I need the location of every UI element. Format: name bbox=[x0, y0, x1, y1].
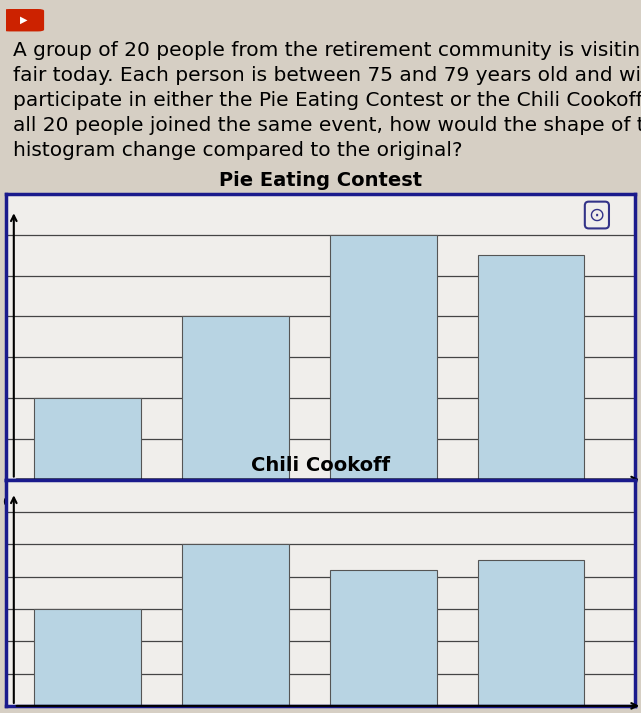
Bar bbox=[182, 544, 288, 706]
Bar bbox=[478, 560, 585, 706]
Bar bbox=[35, 609, 141, 706]
Text: ▶: ▶ bbox=[21, 15, 28, 25]
Text: 0: 0 bbox=[3, 496, 11, 509]
Bar bbox=[478, 255, 585, 480]
Title: Pie Eating Contest: Pie Eating Contest bbox=[219, 171, 422, 190]
Bar bbox=[330, 235, 437, 480]
Title: Chili Cookoff: Chili Cookoff bbox=[251, 456, 390, 475]
Bar bbox=[35, 398, 141, 480]
X-axis label: Age Group (yr): Age Group (yr) bbox=[269, 505, 372, 519]
Text: ⊙: ⊙ bbox=[588, 205, 605, 225]
Bar bbox=[182, 317, 288, 480]
Bar bbox=[330, 570, 437, 706]
FancyBboxPatch shape bbox=[3, 9, 44, 31]
Text: A group of 20 people from the retirement community is visiting the
fair today. E: A group of 20 people from the retirement… bbox=[13, 41, 641, 160]
